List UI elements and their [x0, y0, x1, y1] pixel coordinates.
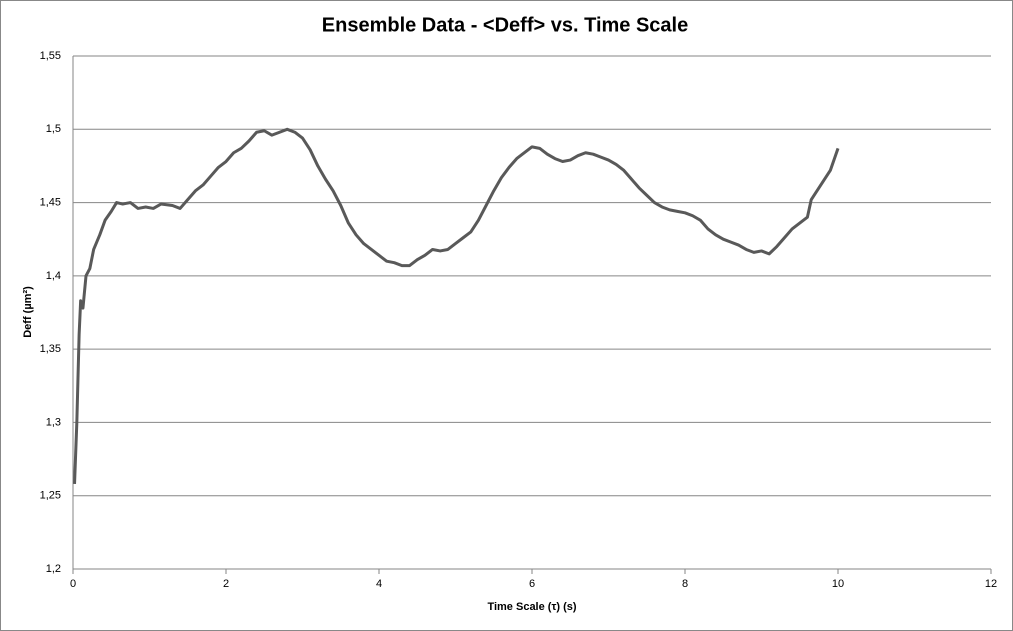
- y-axis-title: Deff (µm²): [22, 286, 34, 338]
- x-tick-label: 2: [223, 578, 229, 590]
- x-tick-label: 10: [832, 578, 844, 590]
- x-tick-label: 4: [376, 578, 382, 590]
- y-tick-label: 1,55: [40, 50, 61, 62]
- y-tick-label: 1,45: [40, 196, 61, 208]
- x-tick-label: 8: [682, 578, 688, 590]
- y-tick-label: 1,2: [46, 563, 61, 575]
- y-tick-label: 1,35: [40, 343, 61, 355]
- y-tick-label: 1,4: [46, 270, 61, 282]
- x-tick-label: 6: [529, 578, 535, 590]
- y-tick-label: 1,25: [40, 490, 61, 502]
- y-tick-label: 1,3: [46, 416, 61, 428]
- x-tick-label: 0: [70, 578, 76, 590]
- y-tick-label: 1,5: [46, 123, 61, 135]
- x-tick-label: 12: [985, 578, 997, 590]
- data-line: [73, 127, 840, 485]
- chart-title: Ensemble Data - <Deff> vs. Time Scale: [322, 14, 688, 36]
- x-axis-title: Time Scale (τ) (s): [487, 601, 576, 613]
